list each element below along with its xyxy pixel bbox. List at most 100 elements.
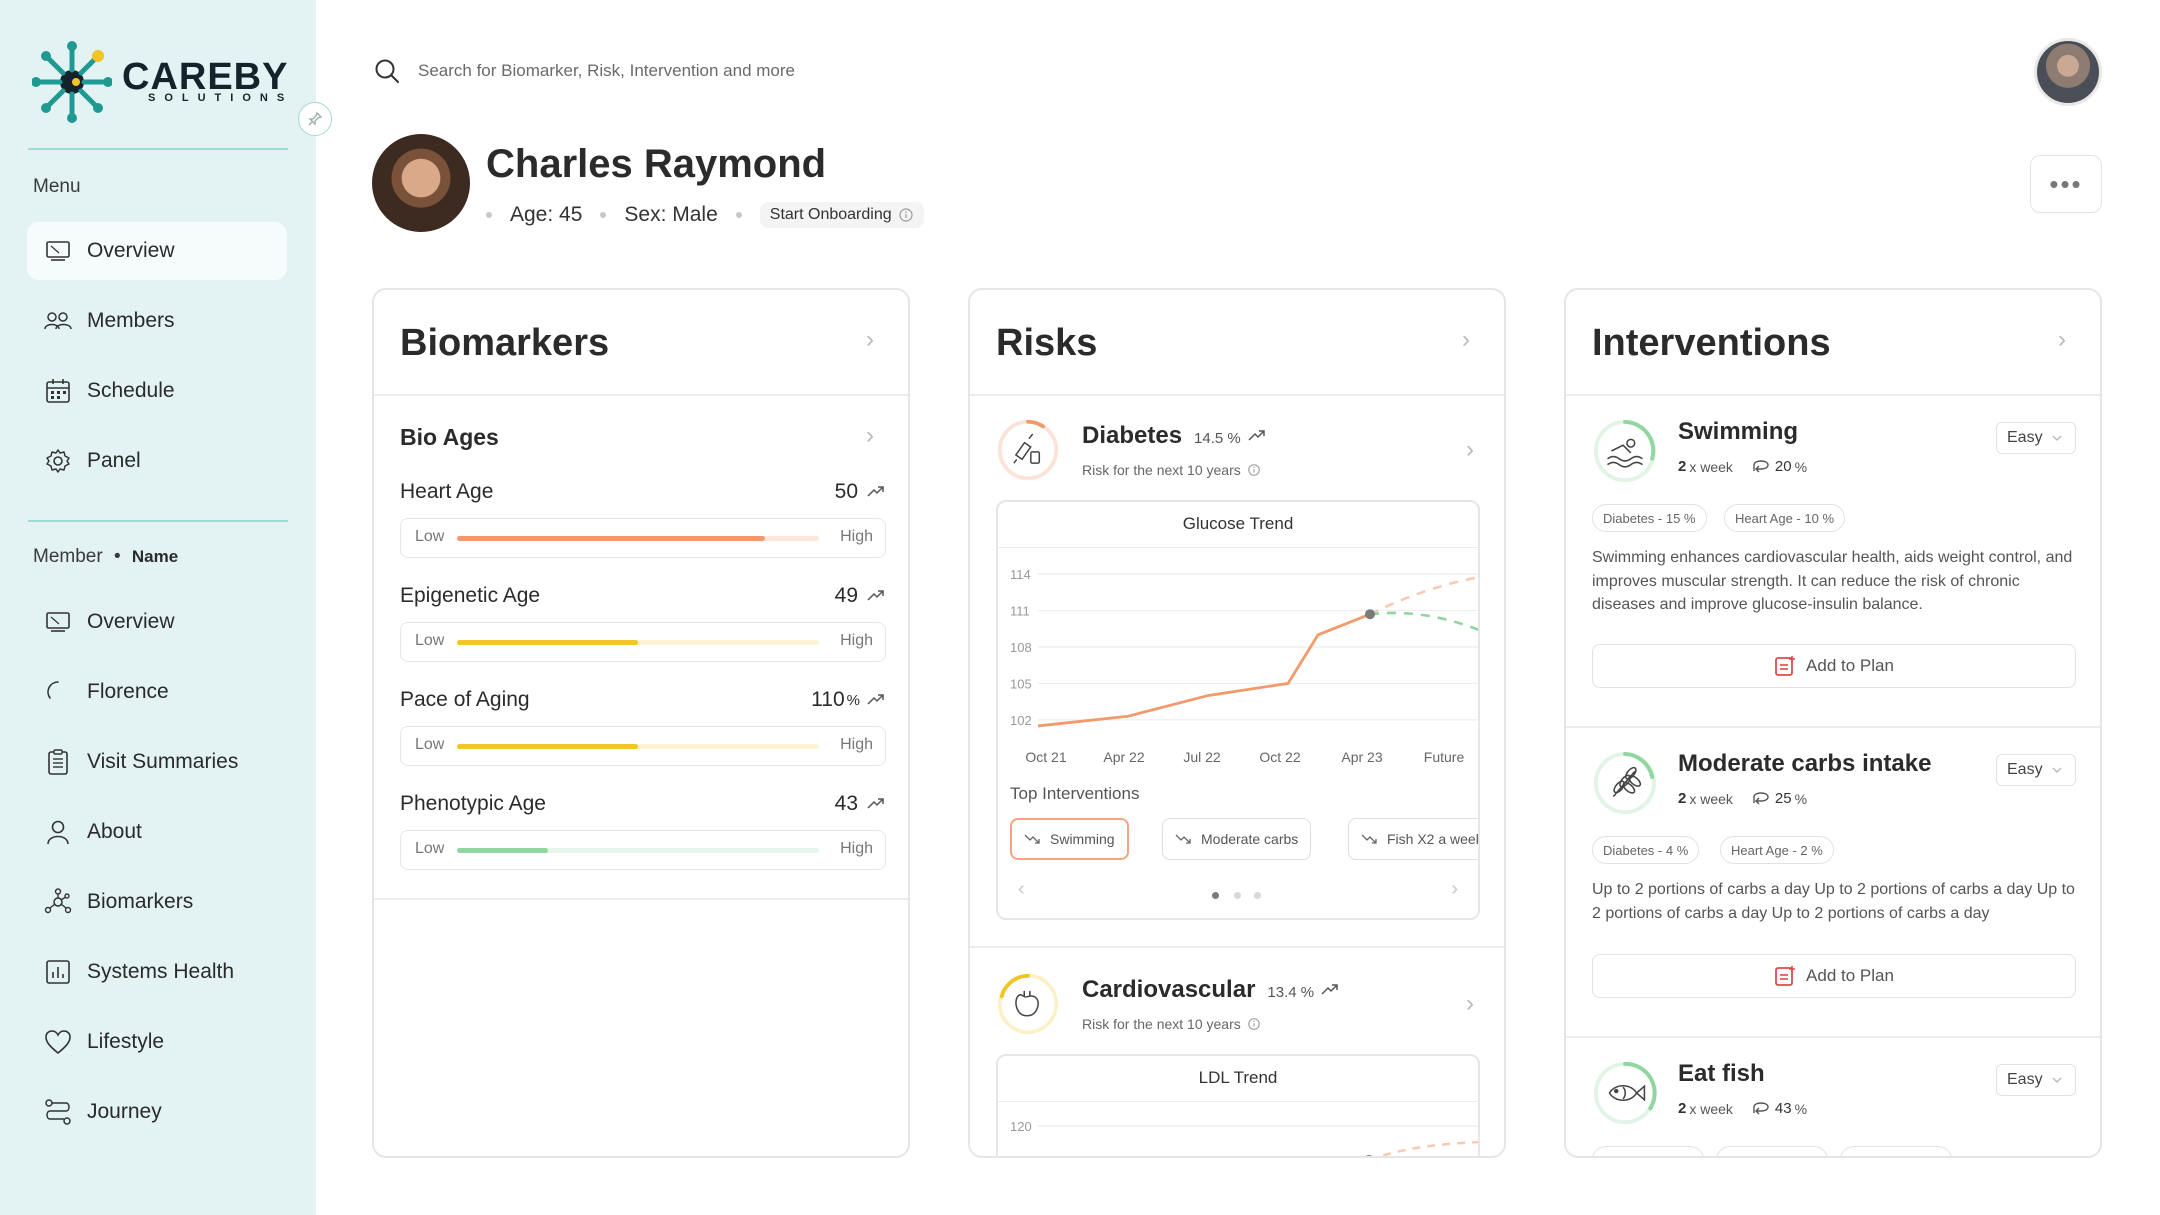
bio-label: Epigenetic Age [400,584,541,607]
pager-dot[interactable] [1234,892,1241,899]
intervention-description: Swimming enhances cardiovascular health,… [1592,549,2073,613]
ldl-line-chart: 120 [1010,1119,1478,1156]
difficulty-select[interactable]: Easy [1996,422,2076,454]
chip-fish[interactable]: Fish X2 a week [1348,818,1478,860]
bio-value: 50 [835,480,886,504]
monitor-icon [43,607,73,637]
bio-value: 49 [835,584,886,608]
divider [970,946,1504,948]
user-avatar[interactable] [2034,38,2102,106]
gear-icon [43,446,73,476]
chevron-down-icon [2052,435,2062,441]
tick-label: 120 [1010,1119,1032,1134]
glucose-trend-chart: Glucose Trend 102 105 108 111 114 Oct 21 Apr 2… [996,500,1480,920]
clipboard-icon [43,747,73,777]
y-tick-label: 105 [1010,676,1032,691]
monitor-icon [43,236,73,266]
chip-swimming[interactable]: Swimming [1010,818,1129,860]
chevron-left-icon[interactable]: ‹ [1018,878,1025,900]
trend-down-icon [1024,834,1040,844]
nav-schedule[interactable]: Schedule [27,362,287,420]
calendar-icon [43,376,73,406]
intervention-description: Up to 2 portions of carbs a day Up to 2 … [1592,881,2075,922]
risk-name: Cardiovascular 13.4 % [1082,976,1340,1004]
nav-overview[interactable]: Overview [27,222,287,280]
intervention-name: Swimming [1678,418,1799,445]
trend-up-icon [1321,984,1338,995]
sidebar-divider [28,520,288,522]
nav-biomarkers[interactable]: Biomarkers [27,873,287,931]
trend-up-icon [867,694,884,705]
bar-chart-icon [43,957,73,987]
add-to-plan-button[interactable]: Add to Plan [1592,644,2076,688]
pin-sidebar-button[interactable] [298,102,332,136]
add-to-plan-button[interactable]: Add to Plan [1592,954,2076,998]
nav-members[interactable]: Members [27,292,287,350]
chip-moderate-carbs[interactable]: Moderate carbs [1162,818,1312,860]
impact-tag: Diabetes - 4 % [1592,836,1700,864]
glucose-line-chart: 102 105 108 111 114 Oct 21 Apr 22 Jul 22 Oct 22 A… [1010,567,1478,765]
bio-ages-title[interactable]: Bio Ages [400,424,499,450]
member-age: Age: 45 [510,203,583,226]
ldl-current-point [1366,1155,1372,1156]
bio-item[interactable]: Pace of Aging 110% Low High [400,688,886,766]
nav-label: Panel [87,449,141,472]
nav-journey[interactable]: Journey [27,1083,287,1141]
loading-icon [43,677,73,707]
start-onboarding-button[interactable]: Start Onboarding [759,202,924,228]
nav-lifestyle[interactable]: Lifestyle [27,1013,287,1071]
risks-header[interactable]: Risks › [970,290,1504,396]
ldl-trend-chart: LDL Trend 120 [996,1054,1480,1156]
difficulty-select[interactable]: Easy [1996,754,2076,786]
nav-label: Overview [87,610,175,633]
divider [374,898,908,900]
member-name: Name [131,547,179,566]
brand-logo[interactable]: CAREBY SOLUTIONS [32,40,292,130]
swimmer-icon [1593,419,1657,483]
pager-dot[interactable] [1212,892,1219,899]
nav-systems-health[interactable]: Systems Health [27,943,287,1001]
biomarkers-header[interactable]: Biomarkers › [374,290,908,396]
bio-label: Phenotypic Age [400,792,546,815]
biomarkers-panel: Biomarkers › Bio Ages › Heart Age 50 Low… [372,288,910,1158]
chevron-down-icon [2052,767,2062,773]
bio-label: Pace of Aging [400,688,530,711]
add-plan-icon [1774,965,1796,987]
member-meta: Age: 45 Sex: Male Start Onboarding [486,202,924,228]
bio-item[interactable]: Heart Age 50 Low High [400,480,886,558]
nav-label: Biomarkers [87,890,194,913]
chart-title: LDL Trend [998,1056,1478,1102]
trend-down-icon [1175,834,1191,844]
nav-visit-summaries[interactable]: Visit Summaries [27,733,287,791]
x-tick-label: Apr 22 [1103,749,1144,765]
chevron-right-icon: › [1466,436,1474,463]
member-avatar [372,134,470,232]
pager-dot[interactable] [1254,892,1261,899]
search-icon [375,59,399,83]
member-full-name: Charles Raymond [486,142,827,186]
more-options-button[interactable]: ••• [2030,155,2102,213]
ldl-projection-line [1377,1140,1478,1156]
chevron-right-icon[interactable]: › [1451,878,1458,900]
bio-item[interactable]: Epigenetic Age 49 Low High [400,584,886,662]
glucose-current-point [1365,609,1375,620]
difficulty-select[interactable]: Easy [1996,1064,2076,1096]
bio-item[interactable]: Phenotypic Age 43 Low High [400,792,886,870]
nav-florence[interactable]: Florence [27,663,287,721]
risk-subtext: Risk for the next 10 years [1082,462,1261,478]
interventions-header[interactable]: Interventions › [1566,290,2100,396]
search-input[interactable] [418,58,1118,84]
trend-down-icon [1361,834,1377,844]
nav-member-overview[interactable]: Overview [27,593,287,651]
bio-range-bar: Low High [400,518,886,558]
chevron-right-icon[interactable]: › [866,422,874,449]
glucose-projection-line [1369,611,1478,632]
nav-about[interactable]: About [27,803,287,861]
bio-range-bar: Low High [400,726,886,766]
syringe-icon [996,418,1060,482]
chevron-right-icon: › [1462,326,1470,353]
impact-tag [1716,1146,1828,1156]
nav-panel[interactable]: Panel [27,432,287,490]
